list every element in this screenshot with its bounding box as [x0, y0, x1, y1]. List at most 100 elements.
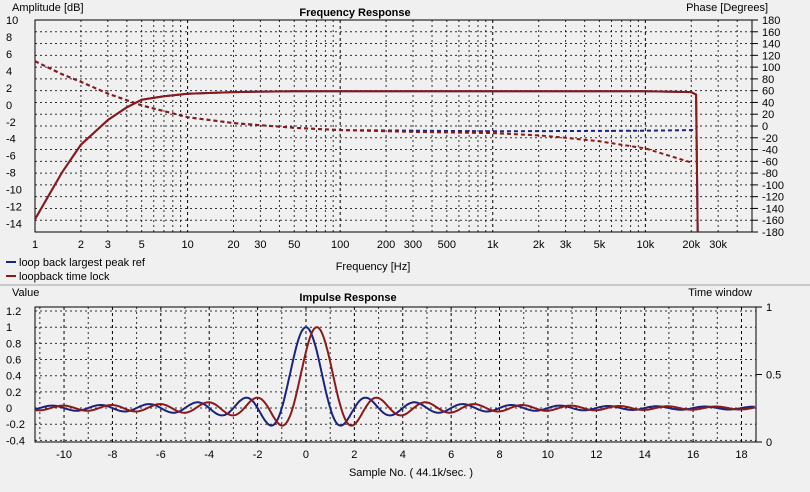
frequency-grid [34, 19, 753, 233]
impulse-axes: -10 -8 -6 -4 -2 0 2 4 6 8 10 12 14 16 181.210.80.60.40… [6, 302, 781, 461]
impulse-y2tick-label: 0.5 [766, 370, 781, 382]
frequency-y2tick-label: 120 [762, 50, 780, 62]
impulse-ytick-label: 0.6 [6, 355, 21, 367]
impulse-ytick-label: -0.2 [6, 419, 25, 431]
frequency-ylabel: Amplitude [dB] [12, 2, 84, 14]
frequency-xtick-label: 500 [438, 239, 456, 251]
frequency-xtick-label: 2 [78, 239, 84, 251]
frequency-y2tick-label: -80 [762, 168, 778, 180]
frequency-y2label: Phase [Degrees] [686, 2, 768, 14]
frequency-ytick-label: -4 [6, 134, 16, 146]
impulse-line-series2 [34, 326, 755, 427]
frequency-y2tick-label: -20 [762, 133, 778, 145]
frequency-y2tick-label: 180 [762, 15, 780, 27]
frequency-ytick-label: 2 [6, 83, 12, 95]
impulse-xtick-label: -8 [108, 449, 118, 461]
impulse-xtick-label: -6 [156, 449, 166, 461]
phase-line-series1 [34, 60, 699, 133]
frequency-y2tick-label: -120 [762, 192, 784, 204]
frequency-ytick-label: 4 [6, 66, 12, 78]
frequency-ytick-label: -2 [6, 117, 16, 129]
impulse-ytick-label: 1.2 [6, 306, 21, 318]
phase-line-series2 [34, 60, 692, 164]
frequency-ytick-label: -12 [6, 202, 22, 214]
frequency-y2tick-label: 40 [762, 97, 774, 109]
frequency-y2tick-label: -140 [762, 203, 784, 215]
frequency-xtick-label: 3k [560, 239, 572, 251]
frequency-ytick-label: -10 [6, 185, 22, 197]
impulse-ytick-label: -0.4 [6, 435, 25, 447]
impulse-xtick-label: 6 [448, 449, 454, 461]
frequency-xtick-label: 300 [404, 239, 422, 251]
frequency-series [34, 60, 699, 233]
impulse-xtick-label: 16 [687, 449, 699, 461]
legend-label-series1: loop back largest peak ref [19, 257, 146, 269]
frequency-xtick-label: 50 [288, 239, 300, 251]
frequency-y2tick-label: -160 [762, 215, 784, 227]
frequency-ytick-label: 8 [6, 32, 12, 44]
frequency-ytick-label: -14 [6, 219, 22, 231]
frequency-y2tick-label: 60 [762, 86, 774, 98]
impulse-ytick-label: 0.2 [6, 387, 21, 399]
impulse-xtick-label: 12 [590, 449, 602, 461]
impulse-grid [35, 307, 756, 442]
frequency-ytick-label: -6 [6, 151, 16, 163]
impulse-xtick-label: 0 [303, 449, 309, 461]
impulse-xtick-label: -2 [253, 449, 263, 461]
impulse-y2tick-label: 1 [766, 302, 772, 314]
impulse-xtick-label: 14 [639, 449, 651, 461]
impulse-xtick-label: -4 [204, 449, 214, 461]
frequency-y2tick-label: 20 [762, 109, 774, 121]
frequency-y2tick-label: -180 [762, 227, 784, 239]
impulse-ytick-label: 0.4 [6, 371, 21, 383]
frequency-xtick-label: 20 [227, 239, 239, 251]
impulse-series [34, 326, 755, 427]
frequency-xtick-label: 30k [709, 239, 727, 251]
frequency-ytick-label: 6 [6, 49, 12, 61]
frequency-xtick-label: 1k [487, 239, 499, 251]
frequency-xtick-label: 1 [32, 239, 38, 251]
frequency-xtick-label: 3 [105, 239, 111, 251]
impulse-ytick-label: 1 [6, 322, 12, 334]
impulse-y2label: Time window [688, 287, 752, 299]
impulse-xtick-label: 10 [542, 449, 554, 461]
frequency-y2tick-label: -60 [762, 156, 778, 168]
frequency-ytick-label: 10 [6, 15, 18, 27]
frequency-xtick-label: 20k [682, 239, 700, 251]
frequency-axes: 1 2 3 5 10 20 30 50 100 200 300 500 1k 2k 3k 5k 10k 20k 30… [6, 15, 784, 251]
frequency-xtick-label: 5 [139, 239, 145, 251]
frequency-xtick-label: 30 [254, 239, 266, 251]
frequency-y2tick-label: 0 [762, 121, 768, 133]
frequency-y2tick-label: 140 [762, 39, 780, 51]
frequency-xtick-label: 10k [636, 239, 654, 251]
impulse-xlabel: Sample No. ( 44.1k/sec. ) [349, 467, 473, 479]
frequency-xtick-label: 10 [181, 239, 193, 251]
frequency-xtick-label: 100 [331, 239, 349, 251]
impulse-response-chart: Impulse Response Value Time window Sampl… [6, 287, 781, 479]
frequency-y2tick-label: -40 [762, 145, 778, 157]
amplitude-line-series2 [34, 90, 699, 233]
impulse-xtick-label: 2 [351, 449, 357, 461]
frequency-xlabel: Frequency [Hz] [336, 261, 411, 273]
legend-label-series2: loopback time lock [19, 271, 110, 283]
frequency-ytick-label: 0 [6, 100, 12, 112]
frequency-response-chart: Frequency Response Amplitude [dB] Phase … [6, 2, 784, 273]
frequency-y2tick-label: -100 [762, 180, 784, 192]
legend: loop back largest peak ref loopback time… [6, 257, 146, 283]
impulse-xtick-label: 4 [400, 449, 406, 461]
frequency-xtick-label: 2k [533, 239, 545, 251]
frequency-y2tick-label: 80 [762, 74, 774, 86]
impulse-ylabel: Value [12, 287, 39, 299]
frequency-y2tick-label: 160 [762, 27, 780, 39]
frequency-plot-frame [34, 19, 753, 233]
frequency-chart-title: Frequency Response [299, 7, 410, 19]
impulse-xtick-label: 8 [496, 449, 502, 461]
impulse-ytick-label: 0.8 [6, 338, 21, 350]
frequency-xtick-label: 200 [377, 239, 395, 251]
frequency-xtick-label: 5k [594, 239, 606, 251]
impulse-chart-title: Impulse Response [299, 292, 396, 304]
impulse-xtick-label: -10 [56, 449, 72, 461]
impulse-ytick-label: 0 [6, 403, 12, 415]
frequency-y2tick-label: 100 [762, 62, 780, 74]
